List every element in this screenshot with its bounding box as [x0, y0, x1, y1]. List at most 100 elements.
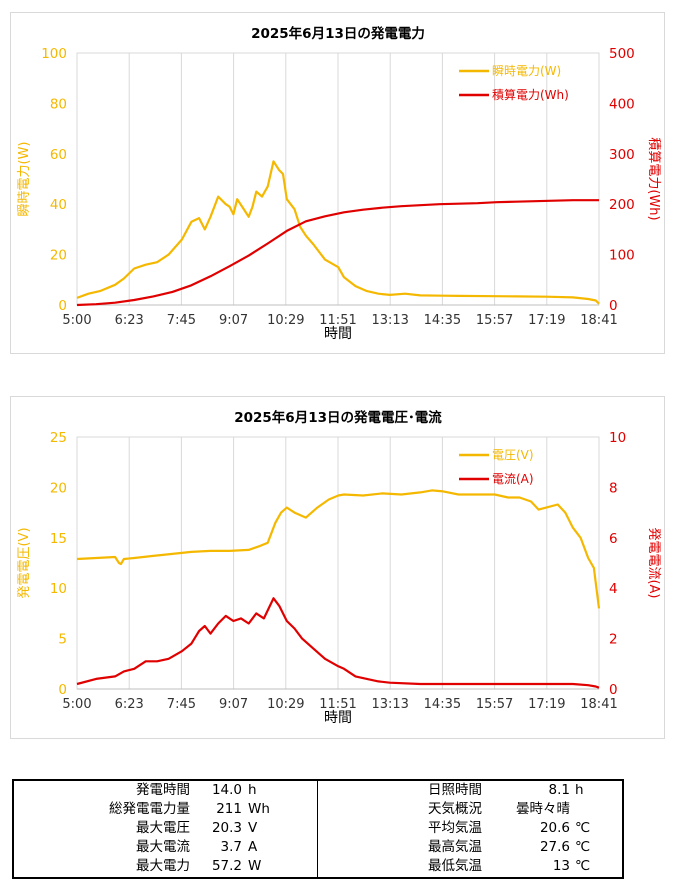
left-tick-label: 0	[58, 298, 67, 314]
right-tick-label: 4	[609, 581, 618, 597]
x-axis-title: 時間	[324, 326, 352, 342]
x-tick-label: 11:51	[319, 313, 356, 328]
x-tick-label: 6:23	[115, 697, 144, 712]
right-axis-title: 発電電流(A)	[646, 527, 661, 598]
left-tick-label: 25	[50, 430, 67, 446]
right-tick-label: 400	[609, 96, 635, 112]
summary-unit: ℃	[575, 858, 591, 874]
right-tick-label: 100	[609, 248, 635, 264]
voltage-current-chart-panel: 2025年6月13日の発電電圧･電流 5:00 6:23 7:45 9:07 10:29 1…	[10, 396, 665, 739]
x-tick-label: 18:41	[580, 697, 617, 712]
summary-row: 日照時間 8.1 h	[14, 781, 622, 800]
summary-row: 天気概況 曇時々晴	[14, 800, 622, 819]
x-tick-label: 5:00	[62, 697, 91, 712]
series-line-left-axis	[76, 160, 600, 305]
left-axis-title: 瞬時電力(W)	[17, 142, 32, 217]
summary-row: 最低気温 13 ℃	[14, 857, 622, 876]
left-tick-label: 15	[50, 531, 67, 547]
x-tick-label: 5:00	[62, 313, 91, 328]
right-tick-label: 0	[609, 298, 618, 314]
summary-label: 最大電力	[136, 858, 190, 874]
right-tick-label: 300	[609, 147, 635, 163]
series-line-right-axis	[76, 199, 599, 307]
legend-label: 電流(A)	[492, 472, 534, 486]
summary-row: 最大電圧 20.3 V	[14, 819, 622, 838]
right-tick-label: 0	[609, 682, 618, 698]
series-line-right-axis	[76, 597, 600, 689]
x-tick-label: 9:07	[219, 313, 248, 328]
legend-label: 積算電力(Wh)	[492, 87, 569, 102]
x-tick-label: 7:45	[167, 313, 196, 328]
power-chart: 2025年6月13日の発電電力 5:00 6:23 7:45 9:07 10:29 11:5…	[17, 25, 661, 342]
left-tick-label: 100	[41, 46, 67, 62]
summary-label: 日照時間	[428, 782, 482, 798]
summary-label: 総発電電力量	[109, 801, 190, 817]
summary-unit: W	[248, 858, 262, 874]
x-tick-label: 13:13	[371, 697, 408, 712]
left-tick-label: 20	[50, 248, 67, 264]
summary-row: 最高気温 27.6 ℃	[14, 838, 622, 857]
chart-title: 2025年6月13日の発電電力	[251, 25, 425, 42]
summary-value: 20.6	[539, 820, 570, 836]
x-tick-label: 9:07	[219, 697, 248, 712]
summary-unit: ℃	[575, 820, 591, 836]
summary-value: 20.3	[211, 820, 242, 836]
summary-value: 曇時々晴	[516, 801, 570, 817]
x-tick-label: 14:35	[424, 313, 461, 328]
summary-label: 平均気温	[428, 820, 482, 836]
x-tick-label: 17:19	[528, 313, 565, 328]
summary-value: 3.7	[220, 839, 242, 855]
x-axis-title: 時間	[324, 710, 352, 726]
left-tick-label: 80	[50, 96, 67, 112]
summary-value: 57.2	[211, 858, 242, 874]
summary-label: 最大電流	[136, 839, 190, 855]
summary-unit: h	[575, 782, 584, 798]
summary-unit: ℃	[575, 839, 591, 855]
left-axis-title: 発電電圧(V)	[17, 527, 32, 598]
summary-row: 平均気温 20.6 ℃	[14, 819, 622, 838]
left-tick-label: 5	[58, 632, 67, 648]
summary-table: 発電時間 14.0 h 総発電電力量 211 Wh 最大電圧 20.3 V 最大電流 3.7 A 最大電…	[12, 779, 624, 879]
x-tick-label: 15:57	[476, 697, 513, 712]
power-chart-panel: 2025年6月13日の発電電力 5:00 6:23 7:45 9:07 10:29 11:5…	[10, 12, 665, 354]
right-tick-label: 8	[609, 480, 618, 496]
x-tick-label: 10:29	[267, 313, 304, 328]
summary-label: 最高気温	[428, 839, 482, 855]
right-tick-label: 200	[609, 197, 635, 213]
x-tick-label: 18:41	[580, 313, 617, 328]
right-axis-title: 積算電力(Wh)	[646, 137, 661, 220]
right-tick-label: 500	[609, 46, 635, 62]
summary-row: 最大電流 3.7 A	[14, 838, 622, 857]
x-tick-label: 15:57	[476, 313, 513, 328]
left-tick-label: 0	[58, 682, 67, 698]
series-line-left-axis	[76, 489, 601, 609]
voltage-current-chart: 2025年6月13日の発電電圧･電流 5:00 6:23 7:45 9:07 10:29 1…	[17, 409, 661, 726]
right-tick-label: 10	[609, 430, 626, 446]
right-tick-label: 2	[609, 632, 618, 648]
summary-label: 天気概況	[428, 801, 482, 817]
x-tick-label: 14:35	[424, 697, 461, 712]
left-tick-label: 10	[50, 581, 67, 597]
left-tick-label: 40	[50, 197, 67, 213]
summary-value: 14.0	[211, 782, 242, 798]
summary-row: 最大電力 57.2 W	[14, 857, 622, 876]
legend-label: 瞬時電力(W)	[492, 64, 561, 78]
x-tick-label: 6:23	[115, 313, 144, 328]
summary-unit: h	[248, 782, 257, 798]
x-tick-label: 7:45	[167, 697, 196, 712]
summary-value: 13	[552, 858, 570, 874]
chart-title: 2025年6月13日の発電電圧･電流	[234, 409, 442, 426]
summary-label: 最低気温	[428, 858, 482, 874]
legend-label: 電圧(V)	[492, 448, 534, 462]
summary-unit: Wh	[248, 801, 270, 817]
summary-divider	[317, 781, 318, 877]
x-tick-label: 11:51	[319, 697, 356, 712]
x-tick-label: 13:13	[371, 313, 408, 328]
summary-value: 211	[216, 801, 242, 817]
summary-row: 発電時間 14.0 h	[14, 781, 622, 800]
left-tick-label: 20	[50, 480, 67, 496]
left-tick-label: 60	[50, 147, 67, 163]
summary-unit: A	[248, 839, 258, 855]
summary-label: 発電時間	[136, 782, 190, 798]
summary-unit: V	[248, 820, 258, 836]
